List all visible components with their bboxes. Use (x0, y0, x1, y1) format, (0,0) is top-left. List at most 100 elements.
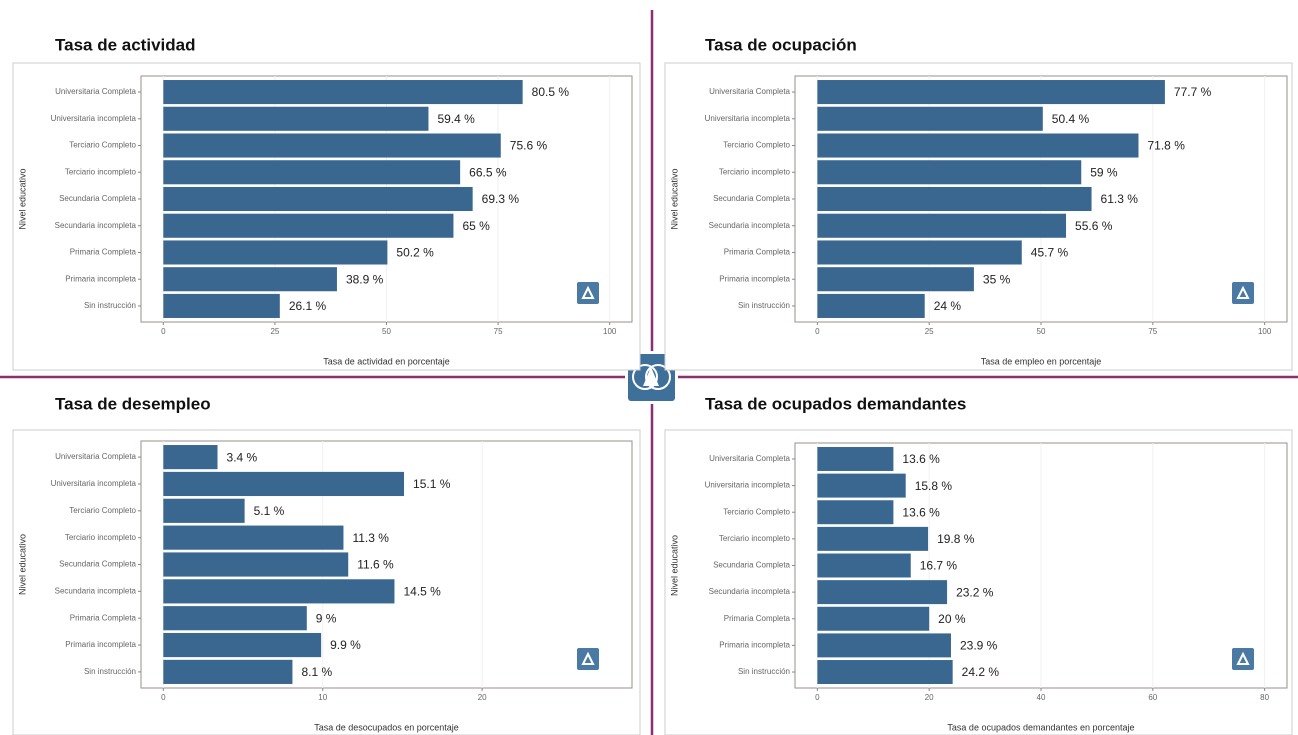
bar (817, 186, 1092, 212)
y-tick-label: Terciario Completo (723, 507, 790, 516)
x-axis-label: Tasa de actividad en porcentaje (323, 356, 450, 366)
x-tick-label: 0 (815, 693, 820, 702)
y-tick-label: Sin instrucción (84, 667, 136, 676)
value-label: 59.4 % (437, 112, 475, 126)
x-axis-label: Tasa de ocupados demandantes en porcenta… (947, 722, 1134, 732)
value-label: 50.2 % (396, 246, 434, 260)
bar (163, 606, 307, 631)
bar (817, 267, 974, 292)
logo (1232, 648, 1254, 670)
y-tick-label: Primaria incompleta (65, 640, 136, 649)
x-tick-label: 40 (1037, 693, 1046, 702)
x-tick-label: 75 (1148, 327, 1157, 336)
bar (817, 80, 1165, 105)
x-tick-label: 25 (270, 327, 279, 336)
y-tick-label: Secundaria Completa (59, 194, 136, 203)
y-tick-label: Universitaria Completa (55, 87, 136, 96)
y-tick-label: Primaria Completa (724, 248, 791, 257)
bar (163, 80, 523, 105)
y-tick-label: Terciario incompleto (65, 533, 137, 542)
bar (817, 580, 948, 605)
logo-bg (1232, 648, 1254, 670)
bar (163, 160, 461, 185)
y-tick-label: Sin instrucción (84, 301, 136, 310)
y-tick-label: Terciario incompleto (65, 167, 137, 176)
bar (817, 473, 906, 498)
logo-mark (1236, 285, 1250, 299)
value-label: 11.6 % (357, 558, 394, 572)
bar (163, 133, 501, 158)
value-label: 13.6 % (902, 452, 940, 466)
bar (163, 186, 473, 212)
bar (163, 552, 349, 577)
x-tick-label: 20 (925, 693, 934, 702)
logo-bg (1232, 282, 1254, 304)
y-tick-label: Secundaria Completa (59, 560, 136, 569)
bar (817, 526, 929, 551)
bar (817, 160, 1082, 185)
value-label: 13.6 % (902, 505, 940, 519)
chart-title: Tasa de ocupación (705, 35, 857, 54)
logo-bg (577, 648, 599, 670)
x-tick-label: 80 (1260, 693, 1269, 702)
value-label: 35 % (983, 272, 1011, 286)
y-tick-label: Sin instrucción (738, 667, 790, 676)
x-tick-label: 100 (1258, 327, 1272, 336)
value-label: 71.8 % (1148, 139, 1186, 153)
value-label: 14.5 % (403, 585, 441, 599)
value-label: 66.5 % (469, 165, 507, 179)
bar (817, 553, 911, 578)
value-label: 50.4 % (1052, 112, 1090, 126)
bar (163, 525, 344, 550)
y-tick-label: Universitaria Completa (55, 452, 136, 461)
bar (817, 133, 1139, 158)
x-tick-label: 100 (603, 327, 617, 336)
x-tick-label: 20 (478, 693, 487, 702)
x-tick-label: 25 (925, 327, 934, 336)
value-label: 38.9 % (346, 272, 384, 286)
y-tick-label: Universitaria Completa (709, 454, 790, 463)
bar (163, 579, 395, 604)
y-tick-label: Terciario Completo (69, 141, 136, 150)
y-axis-label: Nivel educativo (669, 168, 679, 229)
value-label: 9.9 % (330, 638, 361, 652)
bar (163, 267, 337, 292)
value-label: 24.2 % (962, 665, 1000, 679)
y-tick-label: Primaria Completa (70, 248, 137, 257)
value-label: 20 % (938, 612, 966, 626)
value-label: 15.1 % (413, 477, 451, 491)
chart-title: Tasa de desempleo (55, 394, 211, 413)
y-tick-label: Primaria Completa (70, 613, 137, 622)
value-label: 26.1 % (289, 299, 327, 313)
bar (163, 632, 322, 658)
bar (163, 445, 218, 470)
y-tick-label: Secundaria incompleta (55, 221, 137, 230)
value-label: 24 % (934, 299, 962, 313)
y-tick-label: Terciario incompleto (719, 534, 791, 543)
bar (163, 659, 293, 684)
value-label: 3.4 % (227, 450, 258, 464)
bar (163, 106, 429, 131)
logo-bg (577, 282, 599, 304)
bar (163, 471, 405, 497)
value-label: 69.3 % (482, 192, 520, 206)
logo-mark (581, 285, 595, 299)
y-tick-label: Secundaria incompleta (709, 221, 791, 230)
value-label: 9 % (316, 611, 337, 625)
value-label: 65 % (462, 219, 490, 233)
y-tick-label: Terciario Completo (69, 506, 136, 515)
y-tick-label: Primaria incompleta (719, 274, 790, 283)
y-tick-label: Universitaria Completa (709, 87, 790, 96)
chart-title: Tasa de actividad (55, 35, 195, 54)
logo (577, 648, 599, 670)
x-axis-label: Tasa de empleo en porcentaje (981, 356, 1102, 366)
x-tick-label: 0 (161, 327, 166, 336)
x-tick-label: 0 (815, 327, 820, 336)
value-label: 23.2 % (956, 585, 994, 599)
bar (817, 606, 930, 631)
value-label: 45.7 % (1031, 246, 1069, 260)
x-tick-label: 60 (1148, 693, 1157, 702)
y-tick-label: Primaria incompleta (719, 641, 790, 650)
y-tick-label: Universitaria incompleta (705, 481, 791, 490)
